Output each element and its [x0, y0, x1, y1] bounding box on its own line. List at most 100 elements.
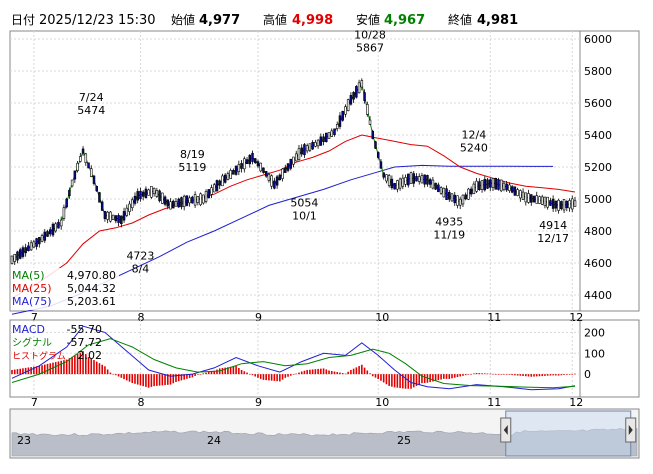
- histogram-bar: [57, 361, 60, 375]
- candle-body: [486, 179, 489, 189]
- histogram-bar: [497, 374, 500, 375]
- candle-body: [385, 174, 388, 182]
- annotation-date: 11/19: [433, 228, 465, 241]
- histogram-bar: [224, 367, 226, 375]
- histogram-legend-label: ヒストグラム: [12, 350, 66, 362]
- candle-body: [404, 177, 407, 185]
- histogram-bar: [505, 374, 508, 375]
- histogram-bar: [527, 374, 530, 377]
- histogram-bar: [248, 373, 251, 375]
- histogram-bar: [104, 366, 106, 375]
- annotation-value: 5054: [290, 196, 318, 209]
- candle-body: [169, 201, 172, 210]
- ma5-legend-value: 4,970.80: [67, 269, 116, 282]
- histogram-bar: [166, 374, 169, 385]
- histogram-bar: [459, 374, 462, 377]
- annotation-date: 10/28: [354, 28, 386, 41]
- candle-body: [423, 174, 426, 185]
- candle-body: [390, 178, 394, 188]
- signal-line: [11, 338, 576, 389]
- candle-body: [346, 99, 350, 111]
- annotation-value: 5474: [77, 104, 105, 117]
- ma-legend: MA(5) 4,970.80 MA(25) 5,044.32 MA(75) 5,…: [11, 268, 119, 310]
- candle-body: [314, 142, 317, 147]
- candle-body: [267, 173, 271, 181]
- candle-body: [109, 211, 112, 222]
- histogram-bar: [410, 374, 412, 389]
- ma25-legend-value: 5,044.32: [67, 282, 116, 295]
- histogram-bar: [19, 368, 21, 375]
- histogram-bar: [128, 374, 131, 382]
- histogram-bar: [309, 369, 311, 375]
- candle-body: [120, 215, 123, 225]
- candle-body: [450, 193, 454, 202]
- histogram-bar: [243, 371, 246, 375]
- histogram-bar: [489, 373, 492, 375]
- candle-body: [549, 200, 552, 206]
- histogram-bar: [90, 358, 93, 375]
- candle-body: [150, 186, 153, 198]
- histogram-bar: [71, 356, 73, 375]
- histogram-legend-value: 2.02: [78, 349, 103, 362]
- histogram-bar: [145, 374, 147, 387]
- signal-legend-label: シグナル: [12, 336, 52, 349]
- navigator[interactable]: 23 24 25: [11, 410, 638, 457]
- candle-body: [453, 194, 457, 204]
- histogram-bar: [481, 373, 483, 375]
- histogram-bar: [194, 374, 196, 376]
- histogram-bar: [115, 374, 117, 376]
- histogram-bar: [43, 364, 46, 375]
- price-tick-label: 5600: [584, 97, 612, 110]
- histogram-bar: [52, 362, 54, 375]
- histogram-bar: [380, 374, 382, 381]
- candle-body: [188, 197, 191, 204]
- histogram-bar: [500, 374, 503, 375]
- candle-body: [49, 229, 52, 235]
- histogram-bar: [470, 373, 472, 375]
- candle-body: [360, 80, 364, 88]
- candle-body: [202, 194, 205, 204]
- histogram-bar: [434, 374, 437, 381]
- candle-body: [161, 192, 164, 204]
- histogram-bar: [358, 366, 360, 375]
- histogram-bar: [142, 374, 144, 387]
- price-tick-label: 5800: [584, 65, 612, 78]
- annotation-value: 5119: [178, 161, 206, 174]
- histogram-bar: [464, 374, 467, 376]
- histogram-bar: [448, 374, 451, 379]
- candle-body: [376, 152, 380, 158]
- histogram-bar: [571, 374, 574, 375]
- candle-body: [92, 175, 96, 184]
- candle-body: [560, 201, 563, 210]
- histogram-bar: [65, 359, 68, 375]
- price-panel-frame: [9, 30, 640, 312]
- histogram-bar: [508, 374, 511, 375]
- histogram-bar: [273, 374, 276, 381]
- candle-body: [114, 215, 118, 222]
- histogram-bar: [172, 374, 175, 384]
- candle-body: [431, 179, 435, 189]
- candle-body: [316, 139, 320, 147]
- navigator-window[interactable]: [505, 410, 632, 457]
- candle-body: [256, 161, 260, 167]
- macd-grid: [10, 320, 580, 397]
- candle-body: [171, 200, 175, 209]
- histogram-bar: [574, 373, 576, 375]
- candle-body: [308, 143, 312, 151]
- histogram-bar: [525, 374, 527, 377]
- candle-body: [57, 221, 60, 229]
- histogram-bar: [158, 374, 161, 386]
- histogram-bar: [347, 371, 349, 375]
- candle-body: [237, 164, 241, 172]
- ma5-legend-label: MA(5): [12, 269, 45, 282]
- histogram-bar: [147, 374, 150, 388]
- month-label: 9: [255, 311, 262, 324]
- histogram-bar: [322, 368, 325, 375]
- candle-body: [303, 144, 306, 156]
- candle-body: [10, 255, 14, 264]
- histogram-bar: [41, 365, 43, 375]
- candle-body: [207, 189, 211, 199]
- navigator-year-label: 23: [17, 434, 31, 447]
